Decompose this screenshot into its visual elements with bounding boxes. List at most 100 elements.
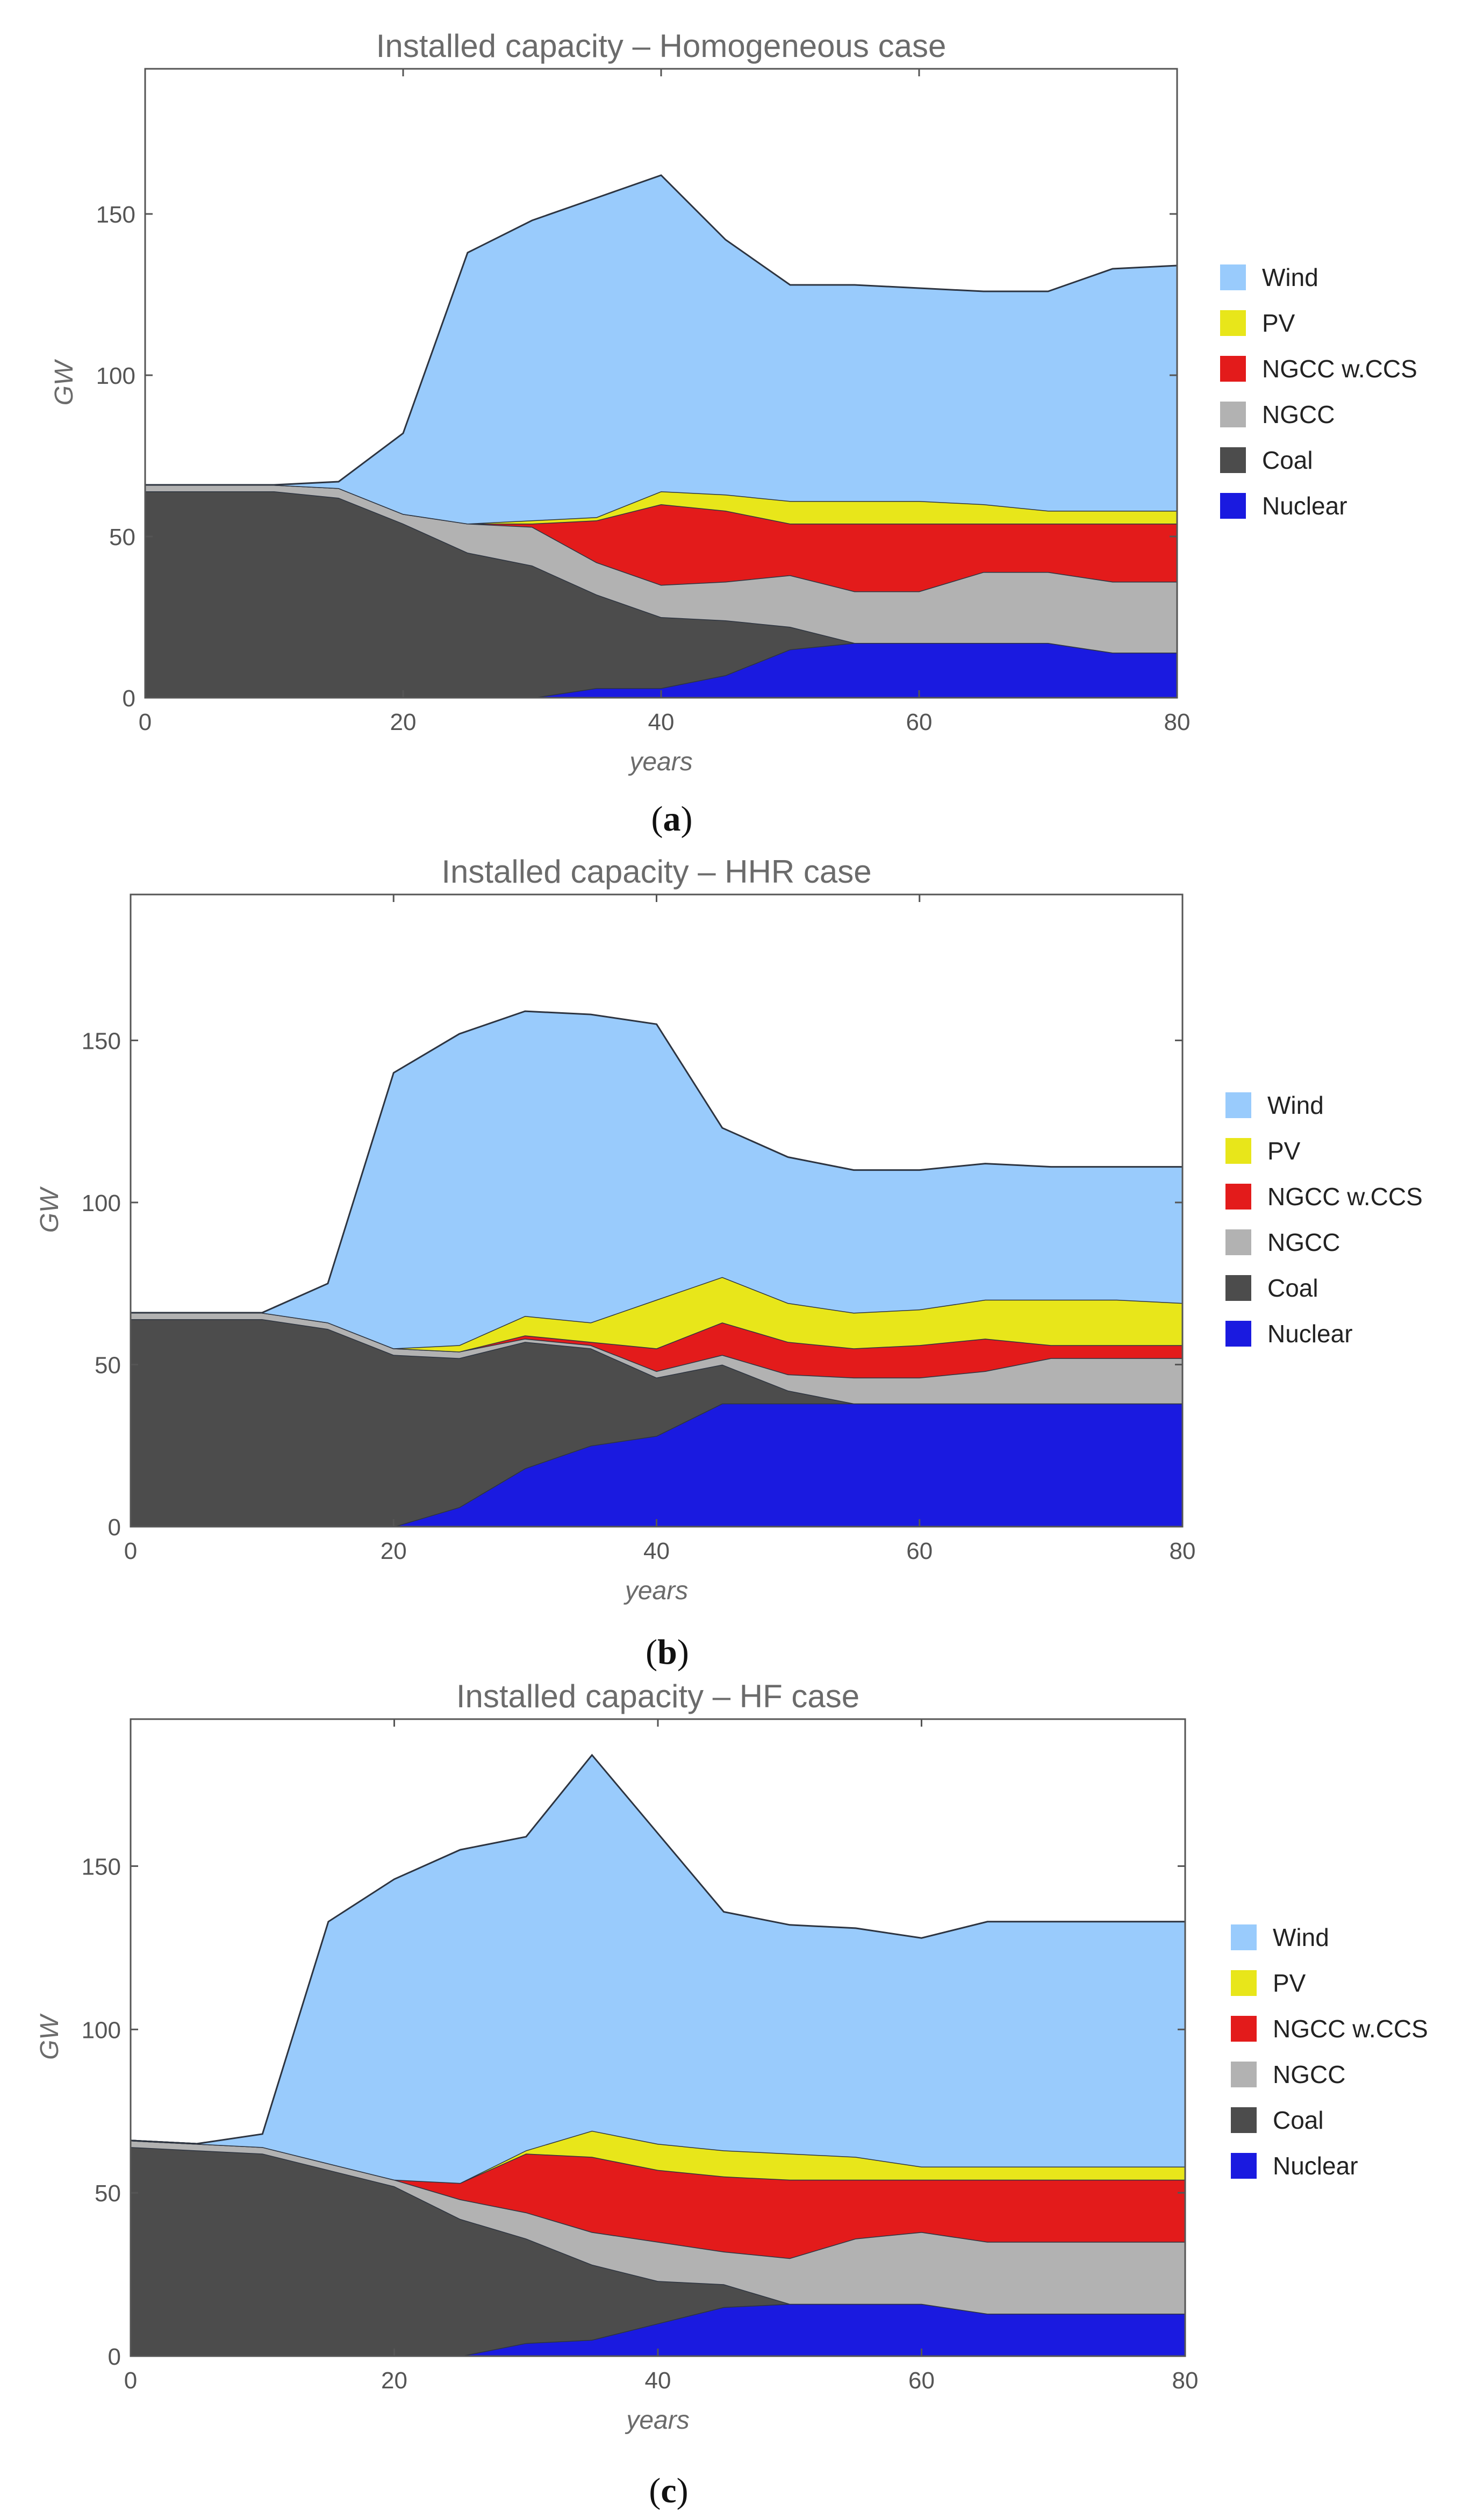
legend-label: PV: [1273, 1969, 1306, 1997]
legend-swatch-nuclear: [1231, 2153, 1257, 2179]
legend-label: PV: [1267, 1137, 1301, 1165]
y-axis-label: GW: [50, 359, 78, 405]
area-pv: [131, 1277, 1182, 1352]
y-tick-label: 0: [123, 685, 135, 712]
chart-title: Installed capacity – HF case: [456, 1678, 859, 1714]
legend-label: Coal: [1273, 2106, 1324, 2134]
area-pv: [145, 485, 1177, 524]
legend: Wind PV NGCC w.CCS NGCC Coal Nuclear: [1231, 1923, 1428, 2180]
area-nuclear: [131, 1403, 1182, 1527]
legend-label: Nuclear: [1262, 492, 1347, 520]
x-tick-label: 60: [906, 709, 933, 735]
area-pv: [131, 2130, 1185, 2183]
chart-title: Installed capacity – Homogeneous case: [376, 28, 947, 64]
chart-2: 0 20 40 60 80 0 50 100 150 Installed capacity – H…: [35, 1678, 1428, 2510]
x-tick-label: 40: [643, 1538, 670, 1564]
x-tick-label: 80: [1164, 709, 1191, 735]
legend-label: NGCC: [1267, 1228, 1340, 1256]
boundary-wind: [130, 1754, 1185, 2145]
caption-close: ): [677, 1633, 689, 1672]
legend-label: PV: [1262, 309, 1295, 337]
legend-label: Coal: [1267, 1274, 1318, 1302]
legend-label: NGCC w.CCS: [1273, 2015, 1428, 2043]
x-tick-label: 20: [381, 2367, 407, 2394]
legend-label: Nuclear: [1273, 2152, 1358, 2180]
area-ngcc-w-ccs: [131, 1313, 1182, 1378]
legend-swatch-coal: [1225, 1275, 1251, 1301]
x-axis-label: years: [625, 2406, 689, 2435]
y-tick-label: 50: [95, 1352, 121, 1378]
area-wind: [131, 1755, 1185, 2183]
area-ngcc-w-ccs: [131, 2140, 1185, 2258]
chart-1: 0 20 40 60 80 0 50 100 150 Installed capacity – H…: [35, 854, 1423, 1672]
x-tick-label: 80: [1170, 1538, 1196, 1564]
y-tick-label: 100: [82, 1190, 121, 1216]
area-ngcc: [145, 485, 1177, 653]
legend-swatch-ngcc: [1225, 1229, 1251, 1255]
area-wind: [145, 175, 1177, 524]
x-tick-label: 20: [381, 1538, 407, 1564]
legend-label: NGCC: [1273, 2060, 1345, 2088]
legend-swatch-ngcc-w-ccs: [1220, 356, 1246, 382]
area-coal: [145, 491, 1177, 698]
area-ngcc: [131, 1313, 1182, 1404]
caption: (c): [649, 2471, 688, 2510]
y-tick-label: 100: [96, 363, 135, 389]
area-coal: [131, 2147, 1185, 2356]
x-tick-label: 40: [645, 2367, 671, 2394]
legend-label: NGCC: [1262, 400, 1335, 428]
legend-swatch-wind: [1231, 1924, 1257, 1950]
legend-label: Nuclear: [1267, 1320, 1353, 1348]
caption-letter: a: [663, 799, 681, 839]
legend: Wind PV NGCC w.CCS NGCC Coal Nuclear: [1225, 1091, 1423, 1348]
legend-swatch-nuclear: [1225, 1321, 1251, 1347]
legend-swatch-wind: [1220, 264, 1246, 290]
y-tick-label: 50: [109, 524, 135, 550]
legend-swatch-ngcc-w-ccs: [1225, 1184, 1251, 1210]
x-tick-label: 0: [124, 1538, 137, 1564]
area-coal: [131, 1319, 1182, 1527]
x-tick-label: 20: [390, 709, 417, 735]
legend-swatch-coal: [1220, 447, 1246, 473]
legend-label: Wind: [1267, 1091, 1324, 1119]
x-axis-label: years: [623, 1577, 688, 1605]
caption-open: (: [651, 799, 663, 839]
x-axis-label: years: [628, 748, 692, 776]
y-tick-label: 150: [96, 202, 135, 228]
boundary-wind: [145, 174, 1178, 486]
x-tick-label: 0: [124, 2367, 137, 2394]
x-tick-label: 60: [906, 1538, 933, 1564]
legend-swatch-pv: [1225, 1138, 1251, 1164]
legend-swatch-ngcc: [1220, 402, 1246, 427]
legend-swatch-coal: [1231, 2107, 1257, 2133]
x-tick-label: 60: [908, 2367, 935, 2394]
legend-swatch-wind: [1225, 1092, 1251, 1118]
legend-swatch-ngcc-w-ccs: [1231, 2016, 1257, 2042]
y-axis-label: GW: [35, 2013, 64, 2059]
y-tick-label: 150: [82, 1028, 121, 1054]
y-tick-label: 0: [108, 1514, 121, 1541]
area-nuclear: [131, 2303, 1185, 2356]
y-axis-label: GW: [35, 1186, 64, 1233]
legend-label: Wind: [1262, 263, 1318, 291]
caption: (a): [651, 799, 693, 839]
legend-label: Coal: [1262, 446, 1313, 474]
area-nuclear: [145, 643, 1177, 698]
caption-close: ): [681, 799, 693, 839]
area-ngcc-w-ccs: [145, 485, 1177, 591]
caption: (b): [646, 1633, 689, 1672]
x-tick-label: 0: [139, 709, 152, 735]
caption-letter: c: [661, 2471, 676, 2510]
legend-label: NGCC w.CCS: [1262, 355, 1417, 383]
chart-0: 0 20 40 60 80 0 50 100 150 Installed capacity – H…: [50, 28, 1417, 839]
legend-swatch-pv: [1231, 1970, 1257, 1996]
legend-swatch-nuclear: [1220, 493, 1246, 519]
caption-close: ): [677, 2471, 689, 2510]
y-tick-label: 50: [95, 2180, 121, 2207]
legend-label: NGCC w.CCS: [1267, 1183, 1423, 1211]
area-wind: [131, 1011, 1182, 1349]
y-tick-label: 150: [82, 1854, 121, 1880]
area-ngcc: [131, 2140, 1185, 2314]
caption-open: (: [649, 2471, 661, 2510]
